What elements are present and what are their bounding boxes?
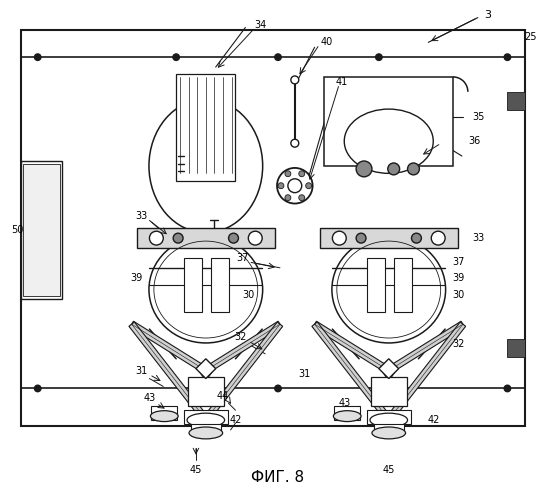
Text: 43: 43	[338, 398, 350, 408]
Text: 50: 50	[11, 225, 23, 235]
Bar	[21, 30, 525, 426]
Text: 30: 30	[242, 290, 255, 300]
Text: 36: 36	[468, 136, 480, 146]
Circle shape	[173, 233, 183, 243]
Text: 35: 35	[472, 112, 484, 122]
Text: 32: 32	[452, 339, 464, 349]
Circle shape	[306, 183, 311, 188]
Circle shape	[375, 53, 383, 61]
Bar	[394, 258, 411, 312]
Ellipse shape	[151, 410, 178, 422]
Circle shape	[408, 163, 419, 175]
Bar	[320, 228, 458, 248]
Bar	[508, 339, 525, 357]
Text: 34: 34	[254, 20, 266, 30]
Polygon shape	[129, 322, 203, 416]
Text: 42: 42	[427, 415, 439, 425]
Text: 43: 43	[143, 394, 156, 404]
Circle shape	[172, 53, 180, 61]
Polygon shape	[199, 321, 282, 376]
Text: 3: 3	[484, 10, 491, 20]
Bar	[374, 424, 404, 434]
Text: 31: 31	[299, 368, 311, 378]
Text: 42: 42	[229, 415, 242, 425]
Text: 45: 45	[383, 464, 395, 474]
Bar	[188, 376, 224, 406]
Circle shape	[274, 53, 282, 61]
Bar	[191, 424, 221, 434]
Ellipse shape	[187, 413, 225, 427]
Text: 41: 41	[335, 77, 348, 87]
Circle shape	[375, 384, 383, 392]
Bar	[211, 258, 229, 312]
Polygon shape	[382, 321, 465, 376]
Ellipse shape	[344, 109, 433, 174]
Polygon shape	[312, 322, 386, 416]
Circle shape	[356, 233, 366, 243]
Text: 40: 40	[320, 38, 332, 48]
Bar	[151, 406, 177, 420]
Circle shape	[332, 231, 346, 245]
Text: 37: 37	[452, 257, 464, 267]
Text: 32: 32	[234, 332, 247, 342]
Ellipse shape	[372, 427, 405, 439]
Circle shape	[504, 384, 512, 392]
Circle shape	[277, 168, 312, 203]
Text: 31: 31	[136, 366, 148, 376]
Ellipse shape	[332, 236, 445, 343]
Text: 44: 44	[216, 392, 229, 402]
Circle shape	[150, 231, 163, 245]
Text: 45: 45	[190, 464, 202, 474]
Text: 39: 39	[131, 272, 143, 282]
Polygon shape	[208, 322, 282, 416]
Polygon shape	[313, 321, 395, 376]
Circle shape	[388, 163, 400, 175]
Polygon shape	[391, 322, 466, 416]
Bar	[23, 164, 61, 296]
Circle shape	[356, 161, 372, 177]
Polygon shape	[196, 359, 216, 378]
Circle shape	[274, 384, 282, 392]
Circle shape	[288, 179, 302, 192]
Circle shape	[285, 194, 291, 200]
Bar	[137, 228, 275, 248]
Ellipse shape	[149, 236, 262, 343]
Ellipse shape	[149, 99, 262, 232]
Circle shape	[34, 384, 42, 392]
Polygon shape	[379, 359, 399, 378]
Bar	[325, 77, 453, 166]
Ellipse shape	[334, 410, 361, 422]
Bar	[367, 410, 410, 424]
Polygon shape	[130, 321, 212, 376]
Bar	[367, 258, 385, 312]
Bar	[184, 258, 202, 312]
Text: ФИГ. 8: ФИГ. 8	[251, 470, 305, 486]
Circle shape	[431, 231, 445, 245]
Text: 25: 25	[524, 32, 537, 42]
Bar	[508, 92, 525, 110]
Text: 39: 39	[452, 272, 464, 282]
Ellipse shape	[189, 427, 222, 439]
Circle shape	[504, 53, 512, 61]
Text: 33: 33	[472, 233, 484, 243]
Circle shape	[249, 231, 262, 245]
Bar	[371, 376, 406, 406]
Circle shape	[34, 53, 42, 61]
Bar	[184, 410, 227, 424]
Circle shape	[299, 171, 305, 176]
Text: 33: 33	[136, 212, 148, 222]
Bar	[21, 161, 62, 300]
Text: 37: 37	[236, 253, 249, 263]
Ellipse shape	[370, 413, 408, 427]
Bar	[334, 406, 360, 420]
Circle shape	[229, 233, 239, 243]
Ellipse shape	[291, 139, 299, 147]
Circle shape	[285, 171, 291, 176]
Circle shape	[278, 183, 284, 188]
Bar	[176, 74, 236, 181]
Circle shape	[299, 194, 305, 200]
Text: 30: 30	[452, 290, 464, 300]
Ellipse shape	[291, 76, 299, 84]
Circle shape	[411, 233, 421, 243]
